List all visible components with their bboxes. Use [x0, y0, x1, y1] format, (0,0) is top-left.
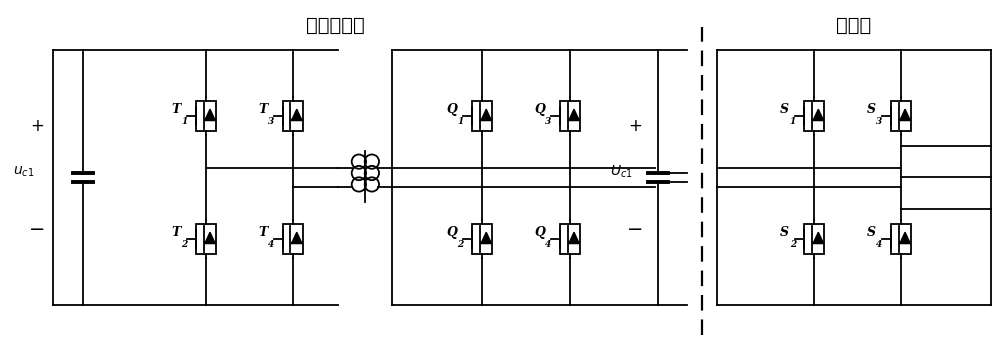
Bar: [196, 101, 216, 131]
Text: +: +: [629, 117, 643, 135]
Polygon shape: [900, 232, 910, 244]
Text: 4: 4: [268, 240, 274, 250]
Polygon shape: [900, 109, 910, 120]
Text: T: T: [258, 103, 267, 115]
Text: 4: 4: [545, 240, 551, 250]
Polygon shape: [481, 109, 491, 120]
Polygon shape: [292, 232, 302, 244]
Text: 2: 2: [790, 240, 796, 250]
Text: Q: Q: [534, 225, 545, 239]
Text: 3: 3: [268, 118, 274, 126]
Bar: [560, 101, 580, 131]
Text: 3: 3: [876, 118, 883, 126]
Polygon shape: [205, 232, 215, 244]
Text: 1: 1: [790, 118, 796, 126]
Bar: [283, 224, 303, 255]
Text: 2: 2: [181, 240, 188, 250]
Polygon shape: [205, 109, 215, 120]
Text: +: +: [30, 117, 44, 135]
Polygon shape: [569, 109, 579, 120]
Text: −: −: [627, 219, 644, 239]
Text: S: S: [866, 103, 875, 115]
Text: 4: 4: [876, 240, 883, 250]
Text: 2: 2: [457, 240, 464, 250]
Bar: [196, 224, 216, 255]
Text: Q: Q: [447, 225, 458, 239]
Text: S: S: [866, 225, 875, 239]
Text: 3: 3: [545, 118, 551, 126]
Text: S: S: [780, 103, 789, 115]
Text: S: S: [780, 225, 789, 239]
Text: 1: 1: [457, 118, 464, 126]
Bar: [472, 224, 492, 255]
Bar: [891, 101, 911, 131]
Polygon shape: [813, 109, 823, 120]
Text: T: T: [171, 103, 181, 115]
Bar: [804, 101, 824, 131]
Bar: [891, 224, 911, 255]
Bar: [804, 224, 824, 255]
Polygon shape: [481, 232, 491, 244]
Text: 1: 1: [181, 118, 188, 126]
Bar: [283, 101, 303, 131]
Polygon shape: [813, 232, 823, 244]
Text: $u_{c1}$: $u_{c1}$: [13, 164, 34, 179]
Text: 隔离级: 隔离级: [836, 16, 872, 35]
Bar: [560, 224, 580, 255]
Polygon shape: [569, 232, 579, 244]
Text: $U_{c1}$: $U_{c1}$: [610, 163, 633, 180]
Text: T: T: [258, 225, 267, 239]
Text: Q: Q: [447, 103, 458, 115]
Text: T: T: [171, 225, 181, 239]
Text: −: −: [29, 219, 45, 239]
Text: 功率变换级: 功率变换级: [306, 16, 365, 35]
Polygon shape: [292, 109, 302, 120]
Text: Q: Q: [534, 103, 545, 115]
Bar: [472, 101, 492, 131]
